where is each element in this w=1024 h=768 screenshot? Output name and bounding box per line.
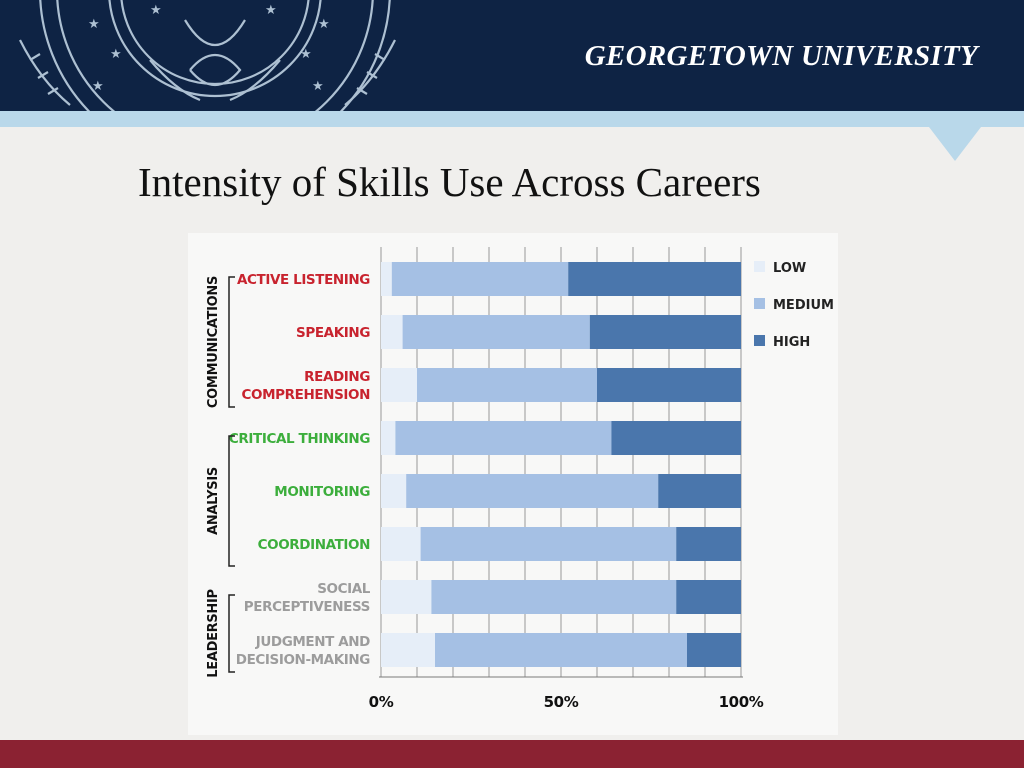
svg-text:★: ★ [150, 2, 162, 17]
svg-text:★: ★ [88, 16, 100, 31]
legend-swatch-low [754, 261, 765, 272]
group-bracket [228, 435, 235, 567]
category-label-line: COMPREHENSION [242, 387, 371, 403]
accent-band [0, 111, 1024, 127]
bar-low [381, 421, 396, 455]
bar-medium [435, 633, 687, 667]
category-label: MONITORING [274, 484, 370, 500]
svg-text:★: ★ [312, 78, 324, 93]
category-label: READING COMPREHENSION [242, 369, 371, 403]
svg-text:★: ★ [110, 46, 122, 61]
svg-text:★: ★ [92, 78, 104, 93]
group-label: COMMUNICATIONS [206, 276, 221, 408]
svg-text:★: ★ [300, 46, 312, 61]
category-label: ACTIVE LISTENING [237, 272, 370, 288]
x-tick-label: 50% [544, 693, 579, 711]
bar-low [381, 368, 417, 402]
bar-high [676, 580, 741, 614]
bar-low [381, 315, 403, 349]
bar-high [611, 421, 741, 455]
bar-medium [431, 580, 677, 614]
legend-label: LOW [773, 261, 806, 276]
category-label: COORDINATION [258, 537, 370, 553]
category-label-line: READING [304, 369, 370, 385]
bar-medium [395, 421, 612, 455]
category-label-line: CRITICAL THINKING [229, 431, 370, 447]
category-label-line: JUDGMENT AND [255, 634, 370, 650]
university-name: GEORGETOWN UNIVERSITY [584, 40, 978, 72]
bar-medium [406, 474, 659, 508]
header-banner: ★ ★ ★ ★ ★ ★ ★ ★ GEORGETOWN UNIVERSITY [0, 0, 1024, 111]
category-label: CRITICAL THINKING [229, 431, 370, 447]
bar-high [597, 368, 741, 402]
group-bracket [228, 276, 235, 408]
bar-low [381, 262, 392, 296]
category-label: SPEAKING [296, 325, 370, 341]
category-label-line: COORDINATION [258, 537, 370, 553]
bar-medium [402, 315, 590, 349]
bar-medium [417, 368, 597, 402]
group-label: LEADERSHIP [206, 589, 221, 678]
bar-low [381, 527, 421, 561]
category-label-line: DECISION-MAKING [236, 652, 371, 668]
bar-low [381, 633, 435, 667]
bar-high [589, 315, 741, 349]
slide-title: Intensity of Skills Use Across Careers [138, 159, 761, 205]
university-seal-logo: ★ ★ ★ ★ ★ ★ ★ ★ [19, 0, 396, 111]
bar-medium [391, 262, 569, 296]
category-label-line: MONITORING [274, 484, 370, 500]
legend-label: MEDIUM [773, 298, 834, 313]
group-bracket [228, 594, 235, 673]
category-label-line: PERCEPTIVENESS [244, 599, 370, 615]
bar-medium [420, 527, 677, 561]
category-label: SOCIAL PERCEPTIVENESS [244, 581, 371, 615]
x-tick-label: 100% [719, 693, 764, 711]
category-label-line: SOCIAL [317, 581, 371, 597]
category-label-line: ACTIVE LISTENING [237, 272, 370, 288]
group-label: ANALYSIS [206, 467, 221, 535]
footer-bar [0, 740, 1024, 768]
bar-high [568, 262, 741, 296]
bar-high [676, 527, 741, 561]
skills-stacked-bar-chart: ACTIVE LISTENING SPEAKING READING COMPREHEN… [206, 247, 834, 711]
svg-text:★: ★ [318, 16, 330, 31]
svg-text:★: ★ [265, 2, 277, 17]
legend-swatch-high [754, 335, 765, 346]
bar-high [687, 633, 741, 667]
bar-low [381, 474, 407, 508]
chart-panel: ACTIVE LISTENING SPEAKING READING COMPREHEN… [188, 233, 838, 735]
category-label-line: SPEAKING [296, 325, 370, 341]
accent-notch [929, 127, 981, 161]
bar-high [658, 474, 741, 508]
x-tick-label: 0% [369, 693, 394, 711]
bar-low [381, 580, 432, 614]
category-label: JUDGMENT AND DECISION-MAKING [236, 634, 371, 668]
legend-label: HIGH [773, 335, 810, 350]
legend-swatch-medium [754, 298, 765, 309]
